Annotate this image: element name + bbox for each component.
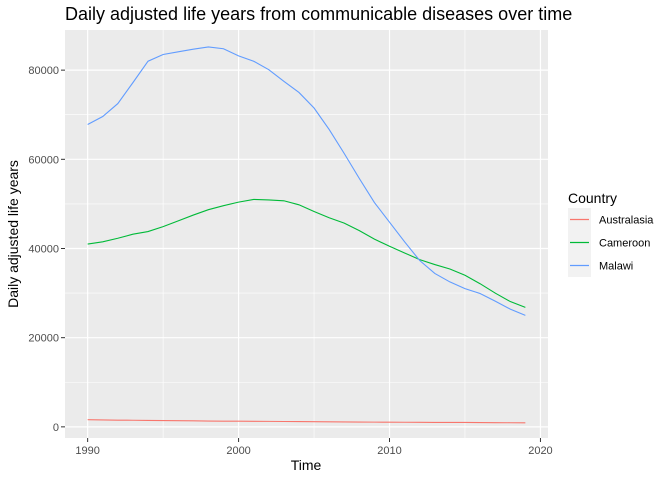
legend-title: Country: [568, 190, 617, 206]
series-lines: [87, 46, 526, 424]
legend-label: Malawi: [599, 261, 633, 273]
axis-ticks: 1990 2000 2010 2020 0 20000 40000 60000 80000: [28, 65, 552, 457]
major-gridlines: [65, 30, 548, 438]
legend-label: Australasia: [599, 215, 654, 227]
series-line-cameroon: [87, 198, 526, 308]
x-tick-label: 2010: [377, 445, 401, 457]
series-line-australasia: [87, 419, 526, 424]
x-tick-label: 2000: [226, 445, 250, 457]
y-axis-title: Daily adjusted life years: [5, 160, 21, 308]
x-tick-label: 1990: [75, 445, 99, 457]
legend-label: Cameroon: [599, 238, 650, 250]
x-tick-label: 2020: [528, 445, 552, 457]
y-tick-label: 0: [53, 422, 59, 434]
y-tick-label: 60000: [28, 154, 59, 166]
series-line-malawi: [87, 46, 526, 316]
legend: Country Australasia Cameroon Malawi: [568, 190, 654, 277]
minor-gridlines: [65, 30, 548, 438]
y-tick-label: 80000: [28, 65, 59, 77]
y-tick-label: 40000: [28, 243, 59, 255]
y-tick-label: 20000: [28, 333, 59, 345]
plot-panel: [65, 30, 548, 438]
x-axis-title: Time: [291, 457, 322, 473]
chart-title: Daily adjusted life years from communica…: [65, 4, 572, 24]
